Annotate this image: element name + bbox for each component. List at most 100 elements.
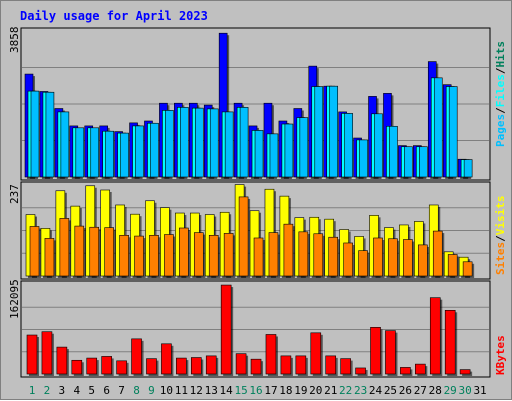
x-label-7: 7	[118, 384, 125, 397]
x-label-30: 30	[459, 384, 472, 397]
sites-bar-15	[238, 196, 249, 277]
x-label-18: 18	[279, 384, 292, 397]
x-label-16: 16	[249, 384, 262, 397]
sites-bar-9	[149, 234, 159, 277]
hits-legend: Pages/Files/Hits	[494, 41, 507, 147]
pages-bar-24	[374, 113, 383, 178]
sites-bar-7	[119, 234, 129, 277]
kbytes-bar-5	[86, 357, 98, 375]
x-label-29: 29	[444, 384, 457, 397]
kbytes-bar-30	[459, 369, 471, 375]
kbytes-bar-24	[370, 327, 381, 375]
sites-bar-3	[59, 218, 70, 277]
visits-legend: Sites/Visits	[494, 196, 507, 276]
sites-bar-1	[29, 226, 40, 277]
kbytes-bar-18	[280, 355, 292, 375]
sites-bar-12	[193, 232, 204, 277]
x-label-22: 22	[339, 384, 352, 397]
kbytes-bar-26	[400, 367, 411, 375]
legend-files: Files	[494, 74, 507, 107]
pages-bar-2	[45, 91, 55, 178]
sites-bar-10	[164, 234, 174, 277]
pages-bar-1	[30, 90, 40, 178]
kbytes-bar-29	[444, 310, 456, 375]
x-label-28: 28	[429, 384, 442, 397]
pages-bar-10	[165, 110, 174, 178]
legend-sep-2: /	[494, 67, 507, 74]
sites-bar-8	[134, 235, 144, 277]
x-label-17: 17	[264, 384, 277, 397]
kbytes-bar-1	[26, 334, 38, 375]
x-label-6: 6	[103, 384, 110, 397]
sites-bar-19	[298, 231, 309, 277]
kbytes-legend: KBytes	[494, 335, 507, 375]
pages-bar-12	[194, 107, 204, 178]
sites-bar-22	[343, 242, 353, 277]
pages-bar-27	[419, 146, 428, 178]
pages-bar-17	[269, 133, 279, 178]
sites-bar-21	[328, 236, 339, 277]
sites-bar-13	[208, 234, 219, 277]
legend-pages: Pages	[494, 114, 507, 147]
sites-bar-11	[179, 227, 189, 277]
kbytes-bar-27	[415, 363, 426, 375]
x-label-11: 11	[175, 384, 188, 397]
kbytes-bar-28	[429, 297, 441, 375]
sites-bar-6	[104, 227, 114, 277]
x-label-31: 31	[473, 384, 486, 397]
pages-bar-30	[463, 159, 473, 178]
pages-bar-8	[135, 125, 144, 178]
pages-bar-16	[254, 130, 264, 178]
kbytes-ymax-label: 162095	[8, 279, 21, 319]
legend-sites: Sites	[494, 242, 507, 275]
x-label-15: 15	[234, 384, 247, 397]
legend-visits: Visits	[494, 196, 507, 236]
pages-bar-13	[209, 108, 219, 178]
kbytes-bar-20	[310, 332, 322, 375]
hits-ymax-label: 3858	[8, 27, 21, 54]
kbytes-bar-3	[56, 346, 68, 375]
sites-bar-18	[283, 223, 294, 277]
kbytes-bar-16	[250, 358, 262, 375]
pages-bar-19	[299, 117, 309, 178]
sites-bar-24	[373, 237, 383, 277]
x-label-23: 23	[354, 384, 367, 397]
kbytes-bar-17	[265, 334, 277, 375]
sites-bar-17	[268, 232, 279, 277]
sites-bar-27	[418, 244, 428, 277]
x-label-20: 20	[309, 384, 322, 397]
pages-bar-6	[105, 130, 114, 178]
kbytes-bar-13	[205, 355, 217, 375]
x-label-19: 19	[294, 384, 307, 397]
x-label-14: 14	[220, 384, 234, 397]
x-label-3: 3	[59, 384, 66, 397]
kbytes-bar-21	[325, 355, 337, 375]
kbytes-bar-19	[295, 355, 307, 375]
kbytes-bar-2	[41, 331, 53, 375]
pages-bar-5	[90, 127, 100, 178]
kbytes-bar-8	[131, 338, 142, 375]
pages-bar-20	[314, 86, 324, 178]
pages-bar-9	[150, 122, 159, 178]
x-label-12: 12	[190, 384, 203, 397]
x-label-9: 9	[148, 384, 155, 397]
pages-bar-26	[404, 146, 413, 178]
x-label-13: 13	[205, 384, 218, 397]
x-label-5: 5	[88, 384, 95, 397]
kbytes-bar-14	[220, 284, 232, 375]
sites-bar-30	[462, 261, 473, 277]
sites-bar-16	[253, 237, 264, 277]
x-label-8: 8	[133, 384, 140, 397]
x-label-26: 26	[399, 384, 412, 397]
sites-bar-25	[388, 238, 398, 277]
pages-bar-3	[60, 111, 70, 178]
x-label-1: 1	[29, 384, 36, 397]
kbytes-bar-9	[146, 358, 157, 375]
x-axis-labels: 1 2 3 4 5 6 7 8 9 10 11 12 13 14 15 16 17 18 19 20 21 22 23 24 2…	[29, 384, 487, 397]
chart-title: Daily usage for April 2023	[20, 9, 208, 23]
x-label-10: 10	[160, 384, 173, 397]
sites-bar-2	[44, 238, 55, 277]
sites-bar-29	[447, 254, 458, 277]
